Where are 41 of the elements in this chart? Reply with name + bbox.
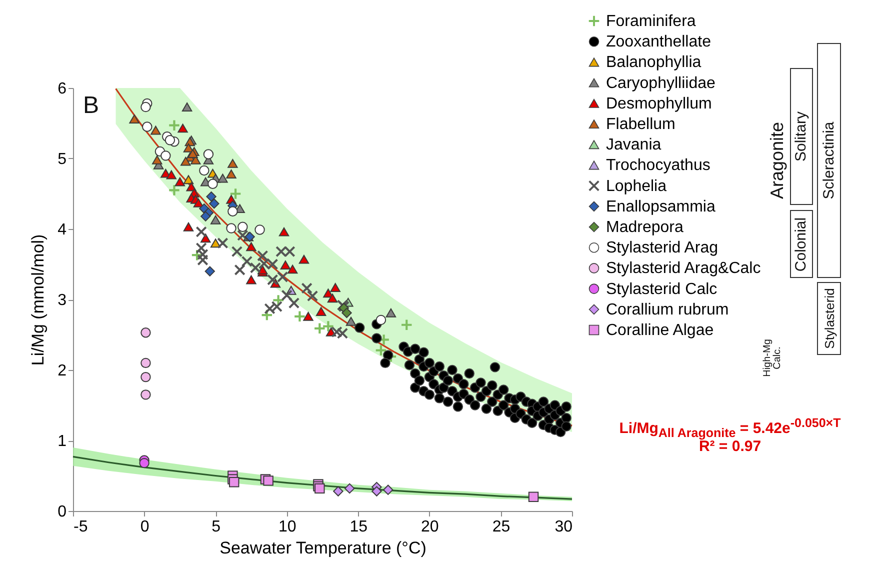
x-tick-label: 5 (212, 518, 221, 536)
y-tick-label: 3 (58, 292, 67, 309)
legend-label: Javania (606, 136, 662, 154)
legend-label: Corallium rubrum (606, 301, 729, 318)
legend-label: Flabellum (606, 116, 676, 133)
x-tick-label: 25 (492, 518, 510, 536)
legend-label: Coralline Algae (606, 322, 714, 339)
legend-label: Enallopsammia (606, 198, 716, 216)
x-tick-label: 30 (554, 518, 573, 536)
group-box: Solitary (790, 68, 813, 205)
y-tick-label: 1 (58, 433, 67, 450)
text: High-Mg Calc. (762, 338, 783, 379)
legend-label: Desmophyllum (606, 95, 712, 112)
y-tick-label: 6 (58, 80, 67, 98)
legend-label: Stylasterid Calc (606, 280, 718, 298)
y-tick-label: 5 (58, 151, 67, 168)
x-tick-label: 20 (421, 518, 439, 536)
legend-label: Stylasterid Arag&Calc (606, 260, 761, 278)
legend-label: Lophelia (606, 178, 667, 195)
x-axis-title: Seawater Temperature (°C) (220, 538, 426, 558)
legend-label: Caryophylliidae (606, 74, 716, 92)
y-tick-label: 4 (58, 222, 67, 238)
legend-label: Zooxanthellate (606, 34, 712, 51)
legend-label: Trochocyathus (606, 157, 710, 174)
text: Li/Mg$_{All Aragonite}$ = 5.42e$^{-0.050×T}$ (619, 416, 841, 440)
group-box: Colonial (790, 210, 813, 278)
legend-label: Foraminifera (606, 13, 696, 30)
y-tick-label: 2 (58, 362, 67, 380)
x-tick-label: 0 (140, 518, 150, 536)
legend-label: Madrepora (606, 219, 684, 236)
legend-label: Balanophyllia (606, 54, 702, 72)
group-box: Scleractinia (817, 43, 841, 278)
text: Aragonite (768, 121, 788, 199)
x-tick-label: -5 (74, 518, 88, 536)
legend-label: Stylasterid Arag (606, 240, 718, 257)
x-tick-label: 15 (350, 518, 368, 536)
group-box: Stylasterid (817, 282, 841, 355)
y-tick-label: 0 (58, 504, 67, 520)
x-tick-label: 10 (278, 518, 296, 536)
annotation: B (83, 92, 100, 120)
y-axis-title: Li/Mg (mmol/mol) (28, 234, 48, 366)
